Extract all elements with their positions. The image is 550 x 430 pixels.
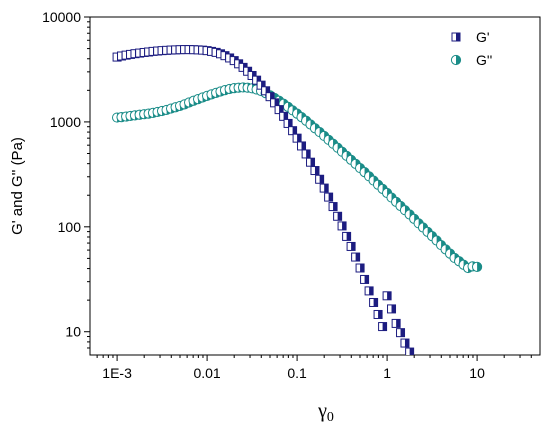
- data-point-g-prime: [382, 291, 392, 301]
- data-point-g-prime: [387, 304, 397, 314]
- data-point-g-prime: [283, 118, 293, 128]
- data-point-g-prime: [405, 347, 415, 355]
- y-axis-title: G' and G'' (Pa): [9, 137, 26, 235]
- x-tick-label: 0.1: [287, 365, 307, 381]
- data-point-g-prime: [274, 105, 284, 115]
- data-point-g-prime: [310, 166, 320, 176]
- data-point-g-prime: [346, 241, 356, 251]
- data-point-g-prime: [378, 322, 388, 332]
- data-point-g-prime: [333, 211, 343, 221]
- data-points: [111, 45, 483, 355]
- legend-circle-marker: [450, 54, 462, 66]
- x-axis-ticks: 1E-3 0.01 0.1 1 10: [96, 355, 532, 381]
- x-tick-label: 1: [383, 365, 391, 381]
- data-point-g-prime: [355, 263, 365, 273]
- y-tick-label: 1000: [50, 114, 81, 130]
- data-point-g-prime: [270, 98, 280, 108]
- data-point-g-prime: [360, 274, 370, 284]
- data-point-g-prime: [315, 174, 325, 184]
- y-tick-label: 10: [65, 324, 81, 340]
- data-point-g-prime: [324, 192, 334, 202]
- x-tick-label: 0.01: [193, 365, 220, 381]
- data-point-g-prime: [351, 252, 361, 262]
- legend-square-marker: [451, 32, 461, 42]
- legend-item-g-double-prime: G'': [450, 52, 492, 68]
- data-point-g-prime: [297, 141, 307, 151]
- data-point-g-prime: [369, 297, 379, 307]
- y-tick-label: 100: [58, 219, 82, 235]
- data-point-g-double-prime: [471, 261, 483, 272]
- legend-item-g-prime: G': [451, 29, 490, 45]
- data-point-g-prime: [337, 221, 347, 231]
- x-axis-title: γ0: [317, 400, 334, 425]
- legend-label-g-double-prime: G'': [476, 52, 492, 68]
- x-tick-label: 1E-3: [102, 365, 132, 381]
- y-axis-ticks: 10 100 1000 10000: [42, 9, 90, 349]
- data-point-g-prime: [396, 328, 406, 338]
- x-axis-title-symbol: γ: [317, 400, 327, 422]
- legend: G' G'': [450, 29, 492, 68]
- data-point-g-prime: [288, 126, 298, 136]
- data-point-g-prime: [342, 231, 352, 241]
- legend-marker-g-prime: [451, 32, 461, 42]
- data-point-g-prime: [400, 338, 410, 348]
- data-point-g-prime: [301, 149, 311, 159]
- x-axis-title-subscript: 0: [327, 410, 334, 425]
- y-tick-label: 10000: [42, 9, 81, 25]
- data-point-g-prime: [391, 318, 401, 328]
- data-point-g-prime: [247, 70, 257, 80]
- data-point-g-prime: [256, 80, 266, 90]
- legend-label-g-prime: G': [476, 29, 490, 45]
- x-tick-label: 10: [469, 365, 485, 381]
- data-point-g-prime: [373, 309, 383, 319]
- legend-marker-g-double-prime: [450, 54, 462, 66]
- data-point-g-prime: [364, 286, 374, 296]
- data-point-g-prime: [319, 183, 329, 193]
- data-point-g-prime: [328, 202, 338, 212]
- data-point-g-prime: [292, 133, 302, 143]
- plot-frame: [89, 16, 541, 356]
- data-point-g-prime: [306, 157, 316, 167]
